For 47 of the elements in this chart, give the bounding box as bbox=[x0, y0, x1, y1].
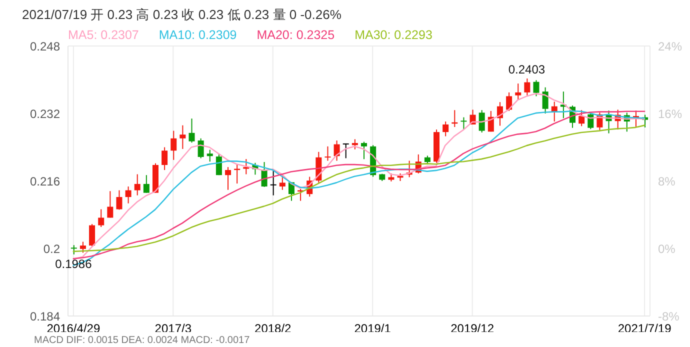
candlestick bbox=[162, 146, 168, 171]
text: MACD DIF: 0.0015 DEA: 0.0024 MACD: -0.0017 bbox=[34, 335, 250, 346]
candlestick bbox=[361, 141, 367, 160]
annotation: 0.1986 bbox=[55, 256, 92, 271]
candlestick bbox=[442, 121, 449, 137]
candlestick bbox=[270, 169, 276, 196]
text: MA10: 0.2309 bbox=[158, 28, 237, 42]
y-tick-label: 0.184 bbox=[30, 309, 60, 324]
y-tick-label: 0.216 bbox=[30, 174, 60, 188]
candlestick bbox=[279, 175, 286, 190]
y-tick-label: 0.248 bbox=[30, 39, 60, 54]
candlestick bbox=[116, 190, 122, 210]
candlestick bbox=[578, 110, 585, 127]
candlestick bbox=[170, 130, 177, 160]
chart-title: 2021/07/19 开 0.23 高 0.23 收 0.23 低 0.23 量 0 -0.26% bbox=[22, 6, 342, 24]
candlestick bbox=[125, 186, 132, 204]
candlestick bbox=[134, 174, 140, 196]
candlestick bbox=[588, 112, 594, 130]
candlestick bbox=[352, 138, 358, 150]
candlestick bbox=[198, 138, 204, 159]
text: MA5: 0.2307 bbox=[68, 28, 139, 42]
text: MA30: 0.2293 bbox=[354, 28, 432, 42]
text: MA20: 0.2325 bbox=[256, 28, 335, 42]
annotation: 0.2403 bbox=[508, 62, 546, 76]
candlestick bbox=[188, 118, 195, 144]
candlestick bbox=[143, 174, 150, 194]
candlestick bbox=[206, 149, 213, 162]
candlestick bbox=[107, 190, 114, 218]
candlestick bbox=[225, 166, 232, 190]
y-tick-label: 0.232 bbox=[30, 106, 60, 121]
candlestick bbox=[533, 80, 540, 97]
candlestick bbox=[460, 116, 467, 130]
candlestick bbox=[478, 110, 485, 133]
candlestick bbox=[80, 241, 86, 254]
candlestick bbox=[342, 142, 349, 159]
candlestick bbox=[542, 86, 548, 114]
candlestick bbox=[515, 83, 522, 100]
candlestick bbox=[324, 146, 331, 162]
candlestick bbox=[506, 92, 512, 112]
candlestick bbox=[89, 224, 96, 248]
y-tick-label: 0.2 bbox=[43, 242, 60, 256]
candlestick bbox=[560, 91, 566, 119]
candlestick bbox=[243, 158, 250, 175]
candlestick bbox=[180, 124, 186, 150]
candlestick bbox=[98, 208, 104, 228]
candlestick bbox=[524, 78, 530, 96]
candlestick bbox=[70, 244, 77, 255]
